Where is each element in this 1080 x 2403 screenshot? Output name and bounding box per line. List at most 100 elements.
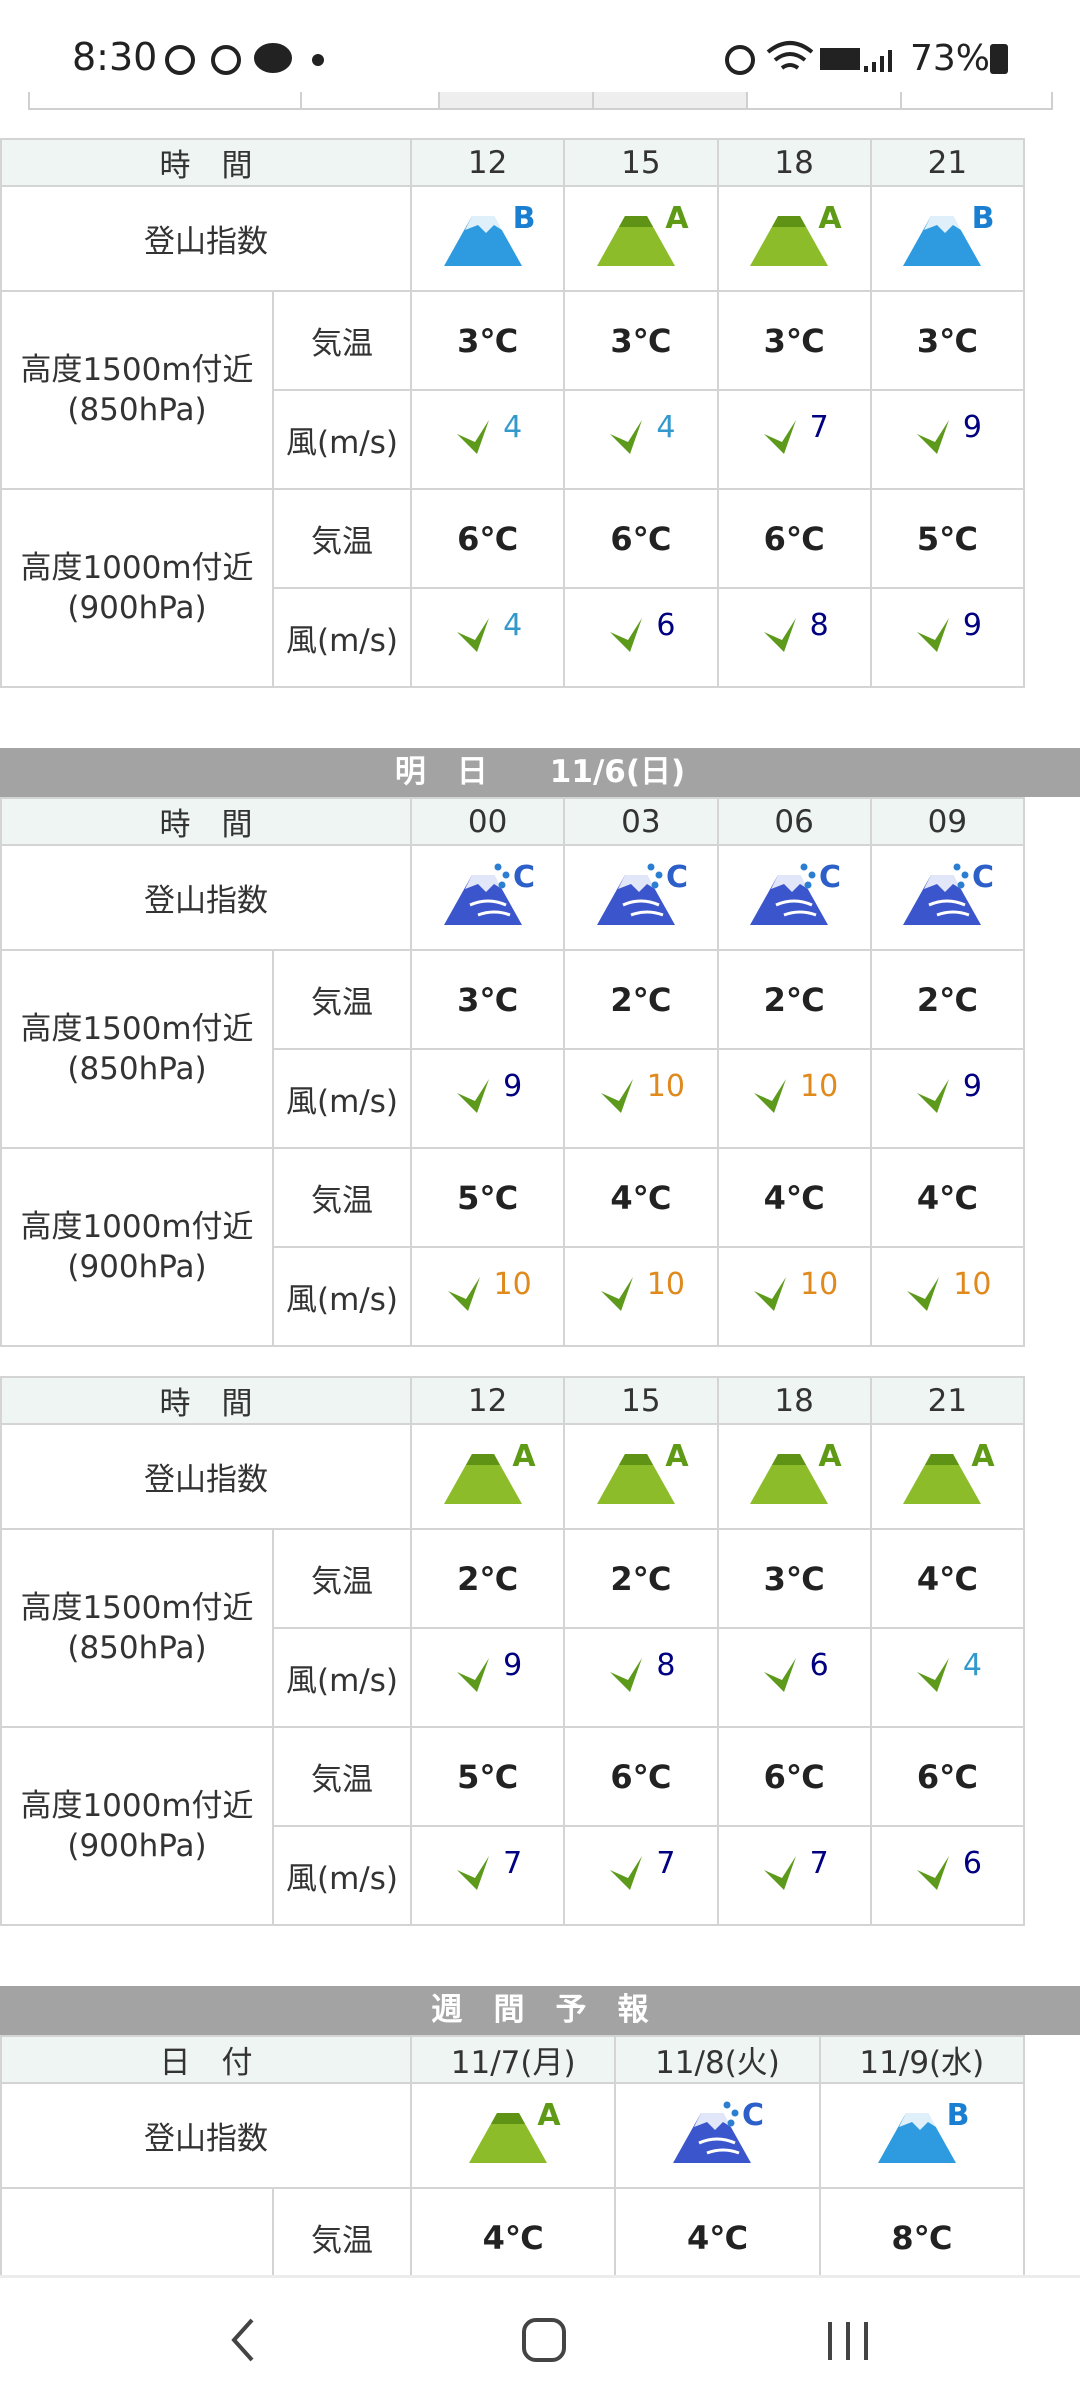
snow-cap: [694, 2112, 732, 2130]
wind-speed: 9: [962, 409, 982, 445]
wind-arrow: [457, 1855, 490, 1890]
snow-cap: [771, 874, 809, 892]
pressure: (850hPa): [67, 392, 207, 428]
wind-cell: 4: [409, 389, 566, 490]
wind-cell: 10: [869, 1246, 1026, 1347]
grade-icon: A: [596, 201, 689, 266]
section-title: 明 日 11/6(日): [0, 748, 1080, 797]
arrow-shape: [916, 1078, 949, 1113]
wind-arrow: [610, 617, 643, 652]
wind: 4: [606, 410, 675, 458]
grade-letter: A: [512, 1439, 536, 1474]
wind-cell: 9: [869, 1048, 1026, 1149]
pressure: (850hPa): [67, 1051, 207, 1087]
wind-speed: 9: [503, 1647, 523, 1683]
altitude-cell: 高度1500m付近 (850hPa): [0, 1528, 274, 1728]
recents-button[interactable]: [828, 2322, 868, 2360]
arrow-shape: [447, 1276, 480, 1311]
time: 12: [409, 138, 566, 187]
grade-cell: A: [409, 2082, 617, 2189]
wind-arrow: [447, 1276, 480, 1311]
wind-speed: 7: [809, 409, 829, 445]
temperature: 5℃: [869, 488, 1026, 589]
grade-letter: C: [742, 2098, 764, 2133]
grade-letter: C: [666, 860, 688, 895]
pressure: (900hPa): [67, 1249, 207, 1285]
grade-letter: B: [512, 201, 535, 236]
wind: 9: [453, 1648, 522, 1696]
wind-lines: [469, 899, 511, 916]
wind-cell: 8: [563, 1627, 719, 1728]
grade-cell: A: [869, 1423, 1026, 1530]
time: 21: [869, 138, 1026, 187]
grade-icon: A: [750, 201, 843, 266]
mountain: [469, 2112, 548, 2163]
wind-arrow: [916, 617, 949, 652]
mountain-cap: [925, 1453, 960, 1465]
temperature: 3℃: [869, 290, 1026, 391]
temperature: 2℃: [563, 1528, 719, 1629]
arrow-shape: [457, 1657, 490, 1692]
arrow-shape: [763, 419, 796, 454]
time: 00: [409, 797, 566, 846]
mountain-cap: [772, 1453, 807, 1465]
temperature: 6℃: [716, 488, 872, 589]
rain-drop: [655, 871, 663, 878]
temp-label: 気温: [272, 1528, 412, 1629]
wind-cell: 10: [716, 1246, 872, 1347]
grade-letter: C: [972, 860, 994, 895]
wind: 9: [453, 1069, 522, 1117]
wind-arrow: [754, 1078, 787, 1113]
temperature: 6℃: [716, 1726, 872, 1827]
cell: [900, 92, 1053, 108]
section: 時 間 12 15 18 21 登山指数 B A A B 高度1500m付近 (850hPa) 気温 3℃…: [0, 138, 1080, 688]
altitude: 高度1500m付近: [20, 1011, 254, 1047]
wind: 6: [913, 1846, 982, 1894]
wind-cell: 7: [409, 1825, 566, 1926]
temperature: 8℃: [818, 2187, 1026, 2275]
cell: [746, 92, 900, 108]
wind-row: 風(m/s) 7 7 7 6: [1, 1825, 1026, 1926]
arrow-shape: [754, 1078, 787, 1113]
back-button[interactable]: [231, 2318, 254, 2362]
rain-drop: [800, 863, 808, 870]
grade-icon: C: [903, 860, 994, 925]
wind-speed: 7: [656, 1845, 676, 1881]
mountain-cap: [618, 1453, 653, 1465]
temperature: 3℃: [563, 290, 719, 391]
wind-cell: 7: [563, 1825, 719, 1926]
temperature: 5℃: [409, 1726, 566, 1827]
wind-row: 風(m/s) 9 8 6 4: [1, 1627, 1026, 1728]
arrow-shape: [763, 1657, 796, 1692]
index-row: 登山指数 A C B: [0, 2082, 1026, 2189]
temperature: 4℃: [614, 2187, 821, 2275]
grade-icon: C: [750, 860, 841, 925]
wind-lines: [928, 899, 970, 916]
time-label: 日 付: [0, 2035, 412, 2084]
home-button[interactable]: [522, 2318, 566, 2362]
wind-cell: 10: [563, 1246, 719, 1347]
mountain: [877, 2112, 956, 2163]
rain-drop: [961, 871, 969, 878]
wind-arrow: [457, 617, 490, 652]
snow-cap: [617, 874, 655, 892]
arrow-shape: [916, 1657, 949, 1692]
wind: 9: [913, 1069, 982, 1117]
arrow-shape: [907, 1276, 940, 1311]
arrow-shape: [457, 1855, 490, 1890]
temp-label: 気温: [272, 2187, 412, 2275]
wind-row: 風(m/s) 4 6 8 9: [1, 587, 1026, 688]
index-label: 登山指数: [0, 185, 412, 292]
mountain: [903, 1453, 982, 1504]
grade-icon: C: [443, 860, 535, 925]
temperature: 5℃: [409, 1147, 566, 1248]
wind: 4: [913, 1648, 982, 1696]
wind-cell: 6: [716, 1627, 872, 1728]
wind: 9: [913, 410, 982, 458]
sections: 時 間 12 15 18 21 登山指数 B A A B 高度1500m付近 (850hPa) 気温 3℃…: [0, 92, 1080, 2275]
time: 11/9(水): [818, 2035, 1026, 2084]
mountain-cap: [618, 215, 653, 227]
wind-speed: 8: [656, 1647, 676, 1683]
arrow-shape: [600, 1078, 633, 1113]
